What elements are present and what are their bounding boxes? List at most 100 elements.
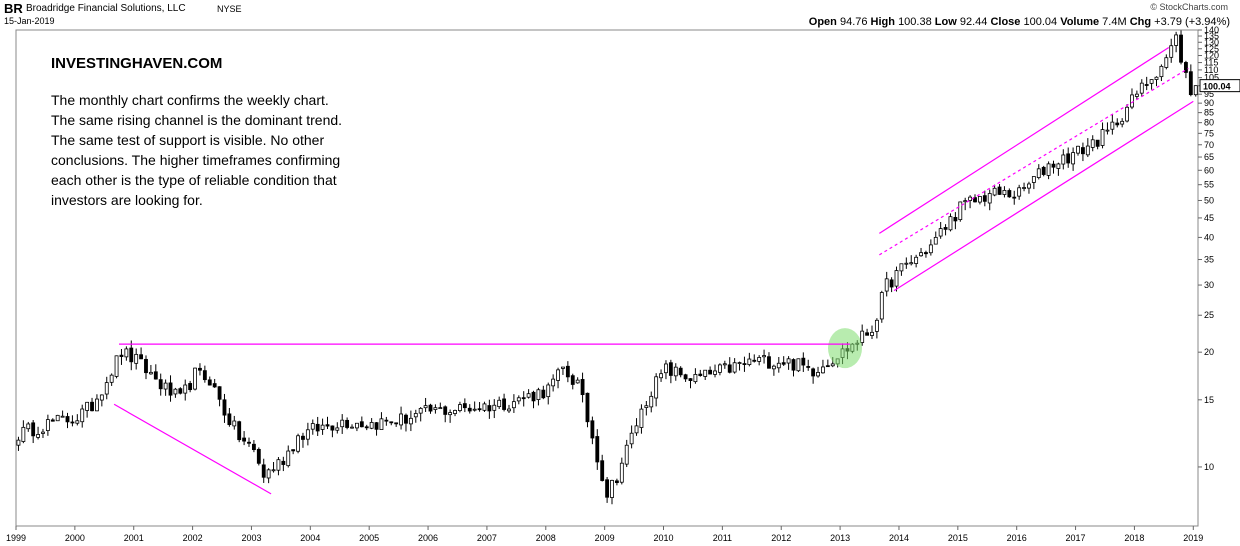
candle-body: [747, 358, 752, 365]
candle-body: [472, 408, 477, 411]
candle-body: [305, 429, 310, 440]
x-tick-label: 2015: [948, 533, 968, 543]
y-tick-label: 80: [1204, 118, 1214, 128]
candle-body: [752, 359, 757, 362]
candle-body: [335, 427, 340, 431]
open-value: 94.76: [839, 16, 868, 28]
y-tick-label: 75: [1204, 128, 1214, 138]
candle-body: [928, 244, 933, 254]
candle-body: [256, 448, 261, 464]
candle-body: [541, 389, 546, 399]
candle-body: [1022, 187, 1026, 189]
candle-body: [408, 417, 413, 425]
candle-body: [374, 422, 379, 430]
candle-body: [791, 359, 796, 371]
candle-body: [683, 374, 688, 380]
candle-body: [894, 270, 899, 287]
x-tick-label: 2009: [595, 533, 615, 543]
y-tick-label: 140: [1204, 25, 1219, 35]
candle-body: [1144, 84, 1149, 86]
candle-body: [521, 397, 526, 400]
candle-body: [1115, 122, 1120, 126]
y-tick-label: 95: [1204, 89, 1214, 99]
candle-body: [404, 414, 408, 424]
candle-body: [1002, 190, 1007, 195]
candle-body: [644, 405, 649, 408]
candle-body: [575, 379, 580, 384]
candle-body: [359, 421, 364, 428]
candle-body: [796, 358, 801, 372]
candle-body: [884, 278, 889, 292]
candle-body: [134, 353, 139, 364]
x-tick-label: 2012: [771, 533, 791, 543]
candle-body: [580, 379, 585, 396]
y-tick-label: 30: [1204, 280, 1214, 290]
candle-body: [65, 416, 70, 423]
candle-body: [502, 398, 507, 410]
candle-body: [193, 367, 197, 390]
candle-body: [45, 419, 50, 431]
candle-body: [139, 354, 144, 360]
candle-body: [1174, 34, 1179, 46]
candle-body: [315, 423, 320, 432]
candle-body: [399, 413, 403, 426]
candle-body: [55, 414, 60, 422]
low-value: 92.44: [959, 16, 988, 28]
candle-body: [551, 378, 556, 387]
candle-body: [1061, 154, 1066, 165]
ticker-symbol: BR: [4, 1, 23, 16]
candle-body: [1139, 82, 1144, 94]
candle-body: [487, 405, 492, 412]
candle-body: [767, 356, 771, 369]
x-tick-label: 2006: [418, 533, 438, 543]
candle-body: [727, 364, 732, 373]
candle-body: [860, 330, 865, 343]
volume-label: Volume: [1060, 16, 1100, 28]
candle-body: [1056, 163, 1061, 169]
candle-body: [561, 366, 565, 369]
exchange-name: NYSE: [217, 4, 242, 14]
candle-body: [458, 404, 462, 411]
candle-body: [865, 332, 870, 336]
candle-body: [384, 419, 389, 422]
x-tick-label: 2000: [65, 533, 85, 543]
open-label: Open: [808, 16, 837, 28]
candle-body: [1041, 166, 1046, 175]
candle-body: [242, 437, 247, 442]
candle-body: [222, 399, 227, 416]
candle-body: [1154, 76, 1159, 80]
candle-body: [330, 425, 335, 431]
annotation-text: The monthly chart confirms the weekly ch…: [51, 90, 381, 210]
candle-body: [80, 408, 85, 423]
change-value: +3.79 (+3.94%): [1154, 16, 1230, 28]
annotation-line: each other is the type of reliable condi…: [51, 172, 337, 188]
candle-body: [570, 375, 575, 385]
candle-body: [261, 464, 266, 478]
candle-body: [556, 369, 560, 381]
candle-body: [168, 382, 173, 396]
candle-body: [610, 479, 614, 498]
candle-body: [301, 435, 305, 440]
y-tick-label: 55: [1204, 180, 1214, 190]
x-tick-label: 2010: [653, 533, 673, 543]
candle-body: [997, 186, 1002, 195]
candle-body: [595, 436, 600, 463]
candle-body: [737, 362, 742, 364]
candle-body: [776, 362, 781, 369]
candle-body: [1169, 45, 1174, 58]
candle-body: [904, 262, 909, 265]
y-tick-label: 130: [1204, 37, 1219, 47]
candle-body: [688, 378, 693, 381]
x-tick-label: 1999: [6, 533, 26, 543]
candle-body: [119, 354, 124, 357]
candle-body: [428, 404, 433, 412]
candle-body: [99, 394, 104, 401]
candle-body: [296, 435, 300, 452]
y-tick-label: 105: [1204, 73, 1219, 83]
candle-body: [163, 382, 168, 390]
x-tick-label: 2016: [1007, 533, 1027, 543]
candle-body: [703, 369, 708, 377]
candle-body: [1095, 139, 1100, 147]
y-tick-label: 20: [1204, 347, 1214, 357]
